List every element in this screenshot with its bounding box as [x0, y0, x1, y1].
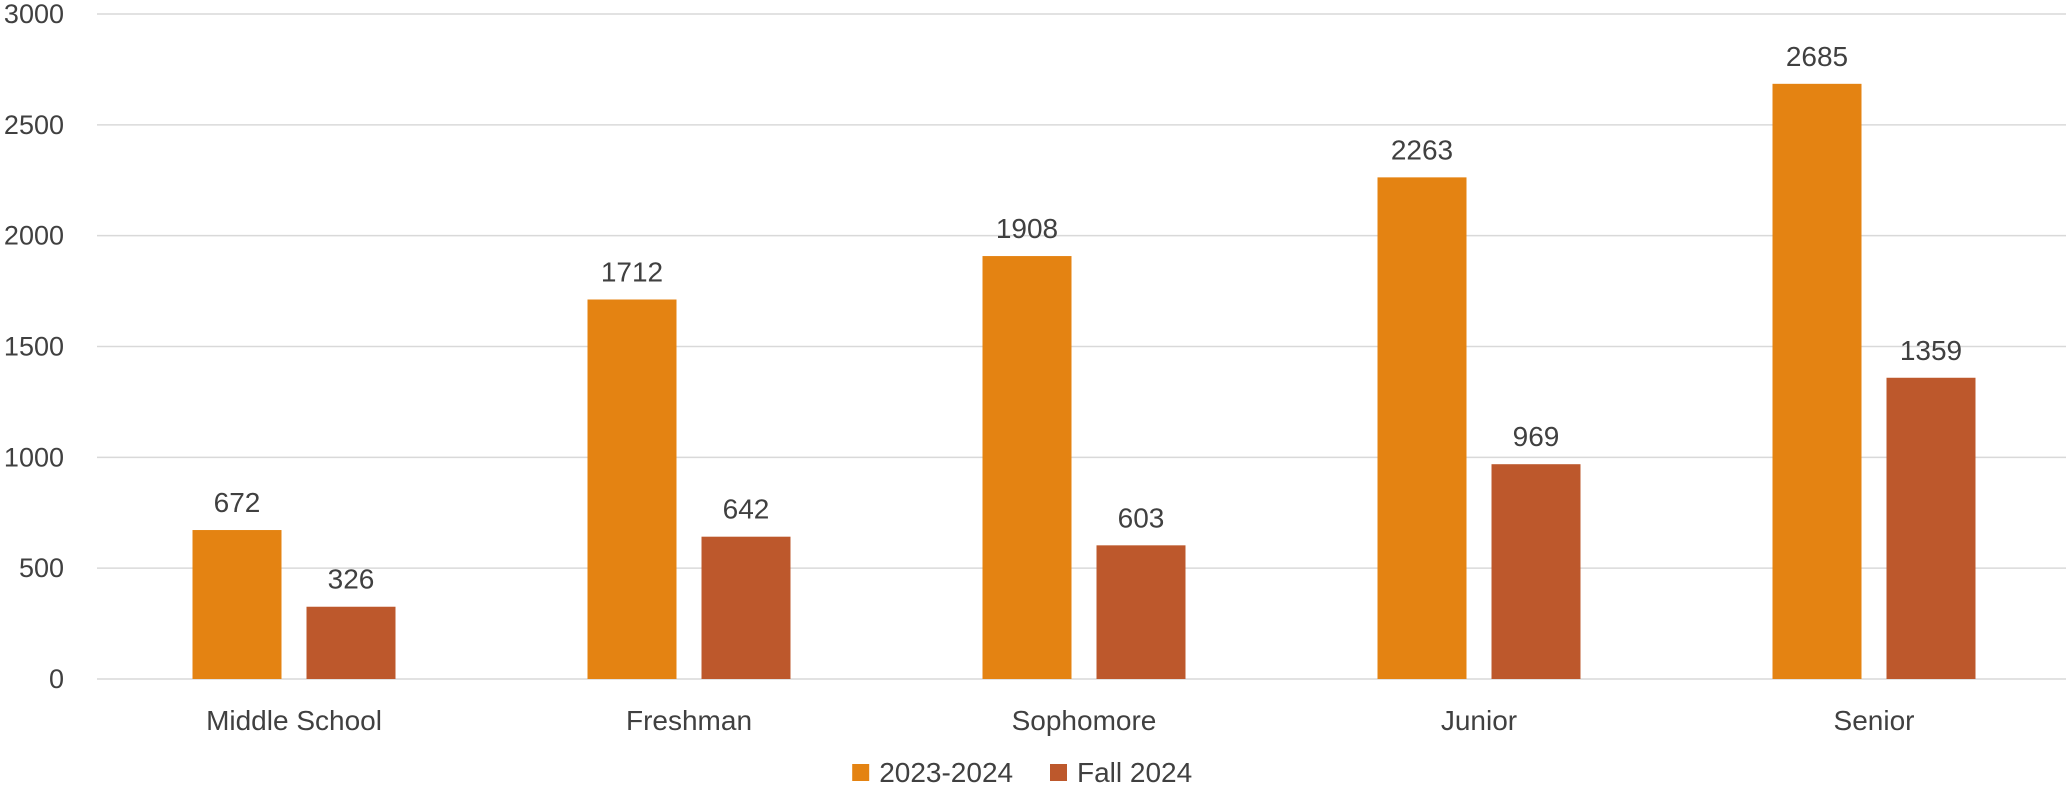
data-label: 1712: [601, 257, 663, 288]
x-axis-categories: Middle School Freshman Sophomore Junior Seni…: [206, 705, 1914, 736]
data-label: 642: [723, 494, 770, 525]
data-label: 2263: [1391, 134, 1453, 165]
bar-middle-school-1: [306, 606, 396, 679]
y-tick-label: 2500: [4, 110, 64, 140]
y-tick-label: 1500: [4, 332, 64, 362]
data-label: 969: [1513, 421, 1560, 452]
y-tick-label: 1000: [4, 442, 64, 472]
legend-swatch: [1050, 764, 1067, 781]
bar-sophomore-0: [982, 256, 1072, 679]
x-category-label: Junior: [1441, 705, 1517, 736]
bar-junior-1: [1491, 464, 1581, 679]
bar-freshman-0: [587, 299, 677, 679]
legend-item: Fall 2024: [1050, 757, 1192, 788]
data-labels: 672 326 1712 642 1908 603 2263 969 2685 1359: [214, 41, 1963, 595]
legend-label: Fall 2024: [1077, 757, 1192, 788]
bar-senior-1: [1886, 377, 1976, 679]
bar-senior-0: [1772, 83, 1862, 679]
y-tick-label: 500: [19, 553, 64, 583]
data-label: 603: [1118, 502, 1165, 533]
legend-item: 2023-2024: [852, 757, 1013, 788]
data-label: 2685: [1786, 41, 1848, 72]
data-label: 1359: [1900, 335, 1962, 366]
legend: 2023-2024 Fall 2024: [852, 757, 1192, 788]
y-tick-label: 0: [49, 664, 64, 694]
x-category-label: Middle School: [206, 705, 382, 736]
gridlines: [97, 13, 2066, 680]
legend-swatch: [852, 764, 870, 781]
bar-junior-0: [1377, 177, 1467, 679]
y-tick-label: 3000: [4, 0, 64, 29]
data-label: 326: [328, 564, 375, 595]
data-label: 672: [214, 487, 261, 518]
bar-middle-school-0: [192, 530, 282, 679]
x-category-label: Sophomore: [1012, 705, 1157, 736]
y-tick-label: 2000: [4, 221, 64, 251]
bars: [192, 83, 1976, 679]
bar-sophomore-1: [1096, 545, 1186, 679]
bar-freshman-1: [701, 536, 791, 679]
x-category-label: Freshman: [626, 705, 752, 736]
legend-label: 2023-2024: [879, 757, 1013, 788]
y-axis-ticks: 0 500 1000 1500 2000 2500 3000: [4, 0, 64, 694]
x-category-label: Senior: [1834, 705, 1915, 736]
data-label: 1908: [996, 213, 1058, 244]
